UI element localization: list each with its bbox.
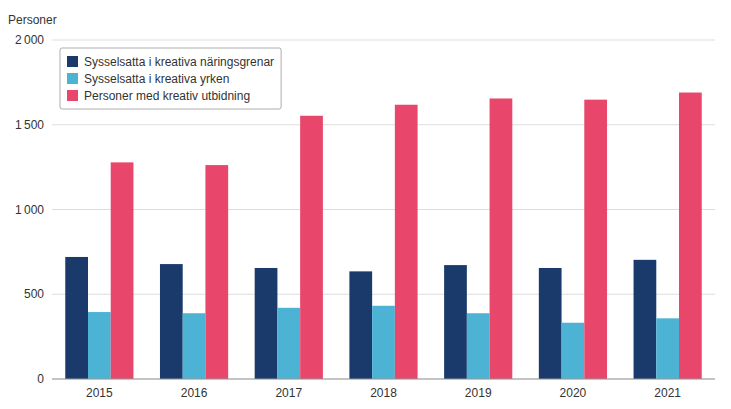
bar (300, 116, 323, 379)
y-tick-label: 1 000 (15, 203, 44, 217)
bar (444, 265, 467, 379)
bar (277, 308, 300, 379)
bar (562, 323, 585, 379)
grid-line (52, 124, 715, 125)
y-tick-label: 0 (37, 372, 44, 386)
x-tick-label: 2015 (86, 386, 113, 400)
bar (183, 313, 206, 379)
grid-line (52, 209, 715, 210)
x-tick-label: 2016 (181, 386, 208, 400)
bar (679, 93, 702, 379)
legend-box (60, 48, 281, 109)
bar (111, 162, 134, 379)
bar (584, 100, 607, 379)
bar (372, 306, 395, 379)
bars (65, 93, 701, 379)
grid-line (52, 40, 715, 41)
chart: 0 500 1 000 1 500 2 000 Personer 2015 2016 2017 2… (0, 0, 731, 409)
x-tick-label: 2017 (275, 386, 302, 400)
legend: Sysselsatta i kreativa näringsgrenar Syss… (60, 48, 281, 109)
bar (634, 260, 657, 379)
bar (160, 264, 183, 379)
bar (539, 268, 562, 379)
bar (255, 268, 278, 379)
grid (52, 40, 715, 379)
x-tick-label: 2019 (465, 386, 492, 400)
bar (467, 313, 490, 379)
x-axis-line (52, 379, 715, 380)
x-tick-label: 2021 (654, 386, 681, 400)
y-axis-label: Personer (8, 13, 57, 27)
legend-swatch (67, 56, 78, 67)
legend-swatch (67, 90, 78, 101)
y-tick-label: 1 500 (15, 118, 44, 132)
legend-label: Personer med kreativ utbidning (84, 89, 250, 103)
legend-swatch (67, 73, 78, 84)
bar (490, 98, 513, 379)
grid-line (52, 379, 715, 380)
legend-label: Sysselsatta i kreativa näringsgrenar (84, 55, 274, 69)
x-tick-label: 2020 (560, 386, 587, 400)
y-tick-label: 2 000 (15, 33, 44, 47)
bar (395, 105, 418, 379)
legend-label: Sysselsatta i kreativa yrken (84, 72, 229, 86)
bar (88, 312, 111, 379)
grid-line (52, 294, 715, 295)
bar (205, 165, 228, 379)
bar (349, 271, 372, 379)
y-tick-label: 500 (24, 287, 44, 301)
x-tick-label: 2018 (370, 386, 397, 400)
bar (656, 318, 679, 379)
bar (65, 257, 88, 379)
